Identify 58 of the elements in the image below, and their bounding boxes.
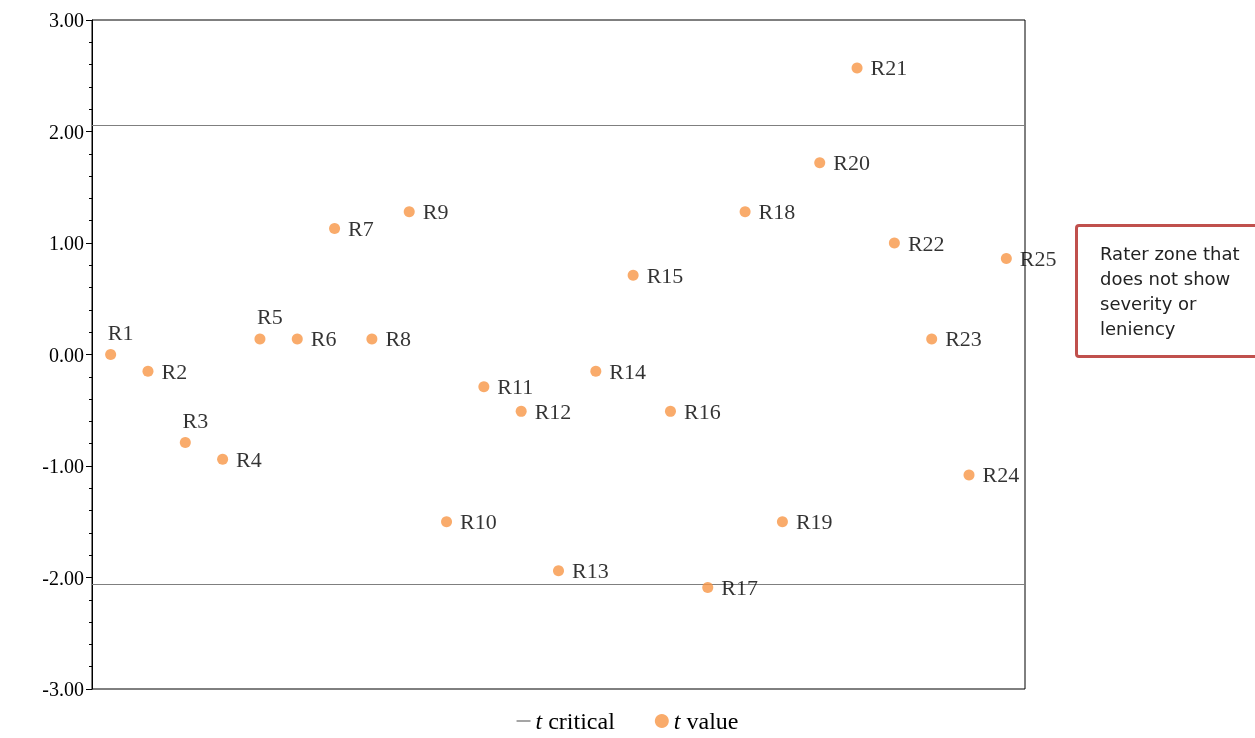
point [478,381,490,393]
point [142,365,154,377]
point [291,333,303,345]
data-label: R16 [683,398,721,424]
data-label: R2 [161,358,188,384]
data-label: R22 [907,230,945,256]
point [403,206,415,218]
point [926,333,938,345]
point [776,516,788,528]
data-label: R9 [422,199,449,225]
y-tick-label: -2.00 [42,566,84,589]
y-tick-label: -3.00 [42,678,84,700]
data-label: R10 [460,509,497,535]
y-tick-label: 3.00 [49,9,84,31]
point [664,405,676,417]
point [590,365,602,377]
point [553,565,564,577]
y-tick-label: 0.00 [49,343,84,366]
data-label: R23 [945,326,982,352]
y-tick-label: 2.00 [49,120,84,143]
y-tick-label: -1.00 [42,455,84,477]
point [1000,253,1012,265]
point [963,469,975,481]
point [105,349,117,360]
point [254,333,266,345]
point [702,582,714,594]
note-box: Rater zone that does not show severity or leniency [1075,224,1255,358]
point [366,333,378,345]
legend-label: t critical [535,708,616,734]
point [627,269,639,281]
point [329,223,341,234]
point [888,237,900,249]
point [441,516,453,528]
point [217,453,229,465]
data-label: R24 [982,462,1020,488]
data-label: R15 [646,262,684,288]
data-label: R12 [534,398,572,424]
data-label: R19 [795,509,833,535]
point [739,206,751,218]
data-label: R4 [236,446,262,472]
data-label: R3 [182,407,209,433]
data-label: R8 [385,326,412,352]
data-label: R7 [348,216,374,242]
data-label: R20 [833,150,870,176]
data-label: R14 [609,358,647,384]
point [179,437,191,449]
data-label: R13 [572,558,609,584]
data-label: R21 [870,55,908,81]
data-label: R1 [107,319,134,345]
data-label: R18 [758,199,796,225]
point [814,157,826,169]
data-label: R5 [257,303,283,329]
y-tick-label: 1.00 [49,232,84,254]
data-label: R11 [497,374,534,400]
point [851,62,863,74]
data-label: R6 [310,326,337,352]
point [515,405,527,417]
legend-label: t value [673,708,739,734]
